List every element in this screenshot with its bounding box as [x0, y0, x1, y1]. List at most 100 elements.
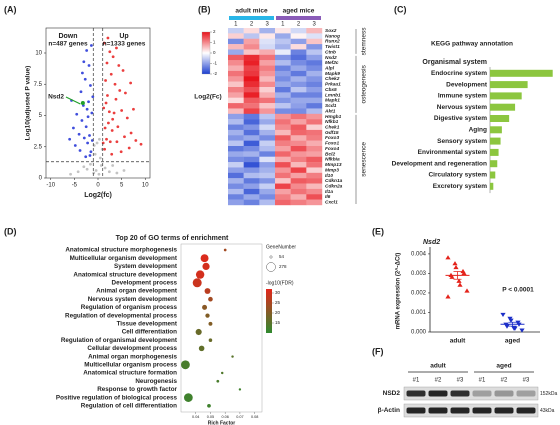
lane-label: #3 — [523, 378, 530, 384]
heatmap-cell — [228, 76, 244, 82]
heatmap-cell — [259, 140, 276, 147]
dot — [181, 360, 190, 370]
heatmap-cell — [243, 92, 260, 98]
band — [450, 390, 470, 397]
heatmap-cell — [306, 194, 323, 200]
heatmap-cell — [275, 113, 291, 120]
heatmap-cell — [275, 65, 291, 72]
point — [89, 44, 93, 47]
heatmap-cell — [259, 44, 276, 50]
y-tick-label: 0.002 — [411, 291, 427, 297]
point — [90, 111, 94, 115]
heatmap-cell — [228, 60, 244, 66]
heatmap-cell — [290, 172, 307, 179]
point — [125, 116, 129, 120]
chart-title: KEGG pathway annotation — [431, 41, 513, 48]
point — [118, 89, 122, 92]
heatmap-cell — [228, 97, 244, 104]
heatmap-cell — [259, 103, 276, 109]
point — [121, 69, 125, 72]
point — [84, 125, 88, 129]
gene-label: Chek1 — [325, 124, 340, 130]
blot-strip — [403, 403, 539, 418]
bar — [490, 137, 501, 145]
point — [102, 41, 106, 45]
category-label: Environmental system — [418, 149, 488, 156]
heatmap-cell — [243, 162, 260, 168]
heatmap-cell — [243, 172, 260, 179]
colorbar — [266, 289, 272, 333]
point — [103, 147, 107, 151]
heatmap-cell — [228, 146, 244, 152]
gene-label: Mapk1 — [325, 98, 340, 104]
heatmap-cell — [275, 38, 291, 45]
heatmap-cell — [275, 54, 291, 61]
gene-label: Prkaa1 — [325, 82, 341, 88]
point — [80, 119, 84, 122]
colorbar-tick-label: 0 — [213, 50, 216, 55]
category-label: Animal organ development — [96, 288, 178, 295]
point — [107, 170, 111, 174]
point — [81, 71, 84, 75]
point — [89, 84, 92, 87]
category-label: Endocrine system — [431, 70, 487, 77]
heatmap-cell — [290, 135, 307, 141]
bar — [490, 148, 499, 156]
heatmap-cell — [290, 162, 307, 168]
column-label: 2 — [250, 22, 254, 28]
gene-label: Foxo1 — [325, 141, 339, 147]
category-label: Animal organ morphogenesis — [88, 353, 177, 360]
bar — [490, 92, 522, 100]
x-tick-label: 0 — [96, 183, 100, 189]
point — [87, 64, 91, 67]
heatmap-cell — [306, 146, 323, 152]
column-label: 2 — [297, 22, 301, 28]
category-label: Circulatory system — [428, 172, 487, 179]
point — [512, 326, 518, 331]
heatmap-cell — [275, 156, 291, 163]
highlight-label: Nsd2 — [48, 94, 64, 101]
point — [107, 110, 111, 114]
point — [124, 91, 127, 95]
row-group-label: senescence — [361, 142, 368, 177]
heatmap-cell — [275, 124, 291, 131]
y-tick-label: 10 — [35, 51, 42, 57]
dot — [207, 403, 211, 408]
heatmap-cell — [275, 76, 291, 82]
colorbar-tick-label: 25 — [275, 300, 281, 305]
heatmap-cell — [275, 49, 291, 56]
point — [109, 72, 113, 76]
category-label: Regulation of developmental process — [65, 312, 177, 319]
heatmap-cell — [290, 103, 307, 109]
point — [456, 278, 462, 283]
heatmap-cell — [259, 172, 276, 179]
category-label: Nervous system development — [88, 296, 178, 303]
category-label: Neurogenesis — [135, 378, 177, 385]
point — [457, 282, 463, 287]
heatmap-cell — [259, 49, 276, 56]
x-tick-label: 0.06 — [221, 415, 228, 419]
dot — [205, 313, 210, 318]
category-label: Excretory system — [433, 183, 487, 190]
heatmap-cell — [290, 54, 307, 61]
plot-frame — [180, 243, 263, 413]
heatmap-cell — [275, 194, 291, 200]
heatmap-cell — [259, 65, 276, 72]
heatmap-cell — [259, 54, 276, 61]
gene-label: Mef2c — [325, 60, 339, 66]
heatmap-cell — [275, 87, 291, 93]
gene-label: Il10 — [325, 173, 333, 179]
heatmap-cell — [306, 188, 323, 195]
point — [113, 82, 117, 86]
heatmap-cell — [228, 65, 244, 72]
heatmap-cell — [243, 103, 260, 109]
point — [129, 131, 133, 135]
dot — [204, 288, 211, 294]
heatmap-cell — [259, 178, 276, 184]
point — [112, 111, 116, 115]
column-label: 3 — [265, 22, 269, 28]
x-tick-label: 5 — [120, 183, 124, 189]
gene-label: Hmgb1 — [325, 114, 342, 120]
category-label: Immune system — [438, 93, 487, 100]
band — [472, 390, 492, 397]
